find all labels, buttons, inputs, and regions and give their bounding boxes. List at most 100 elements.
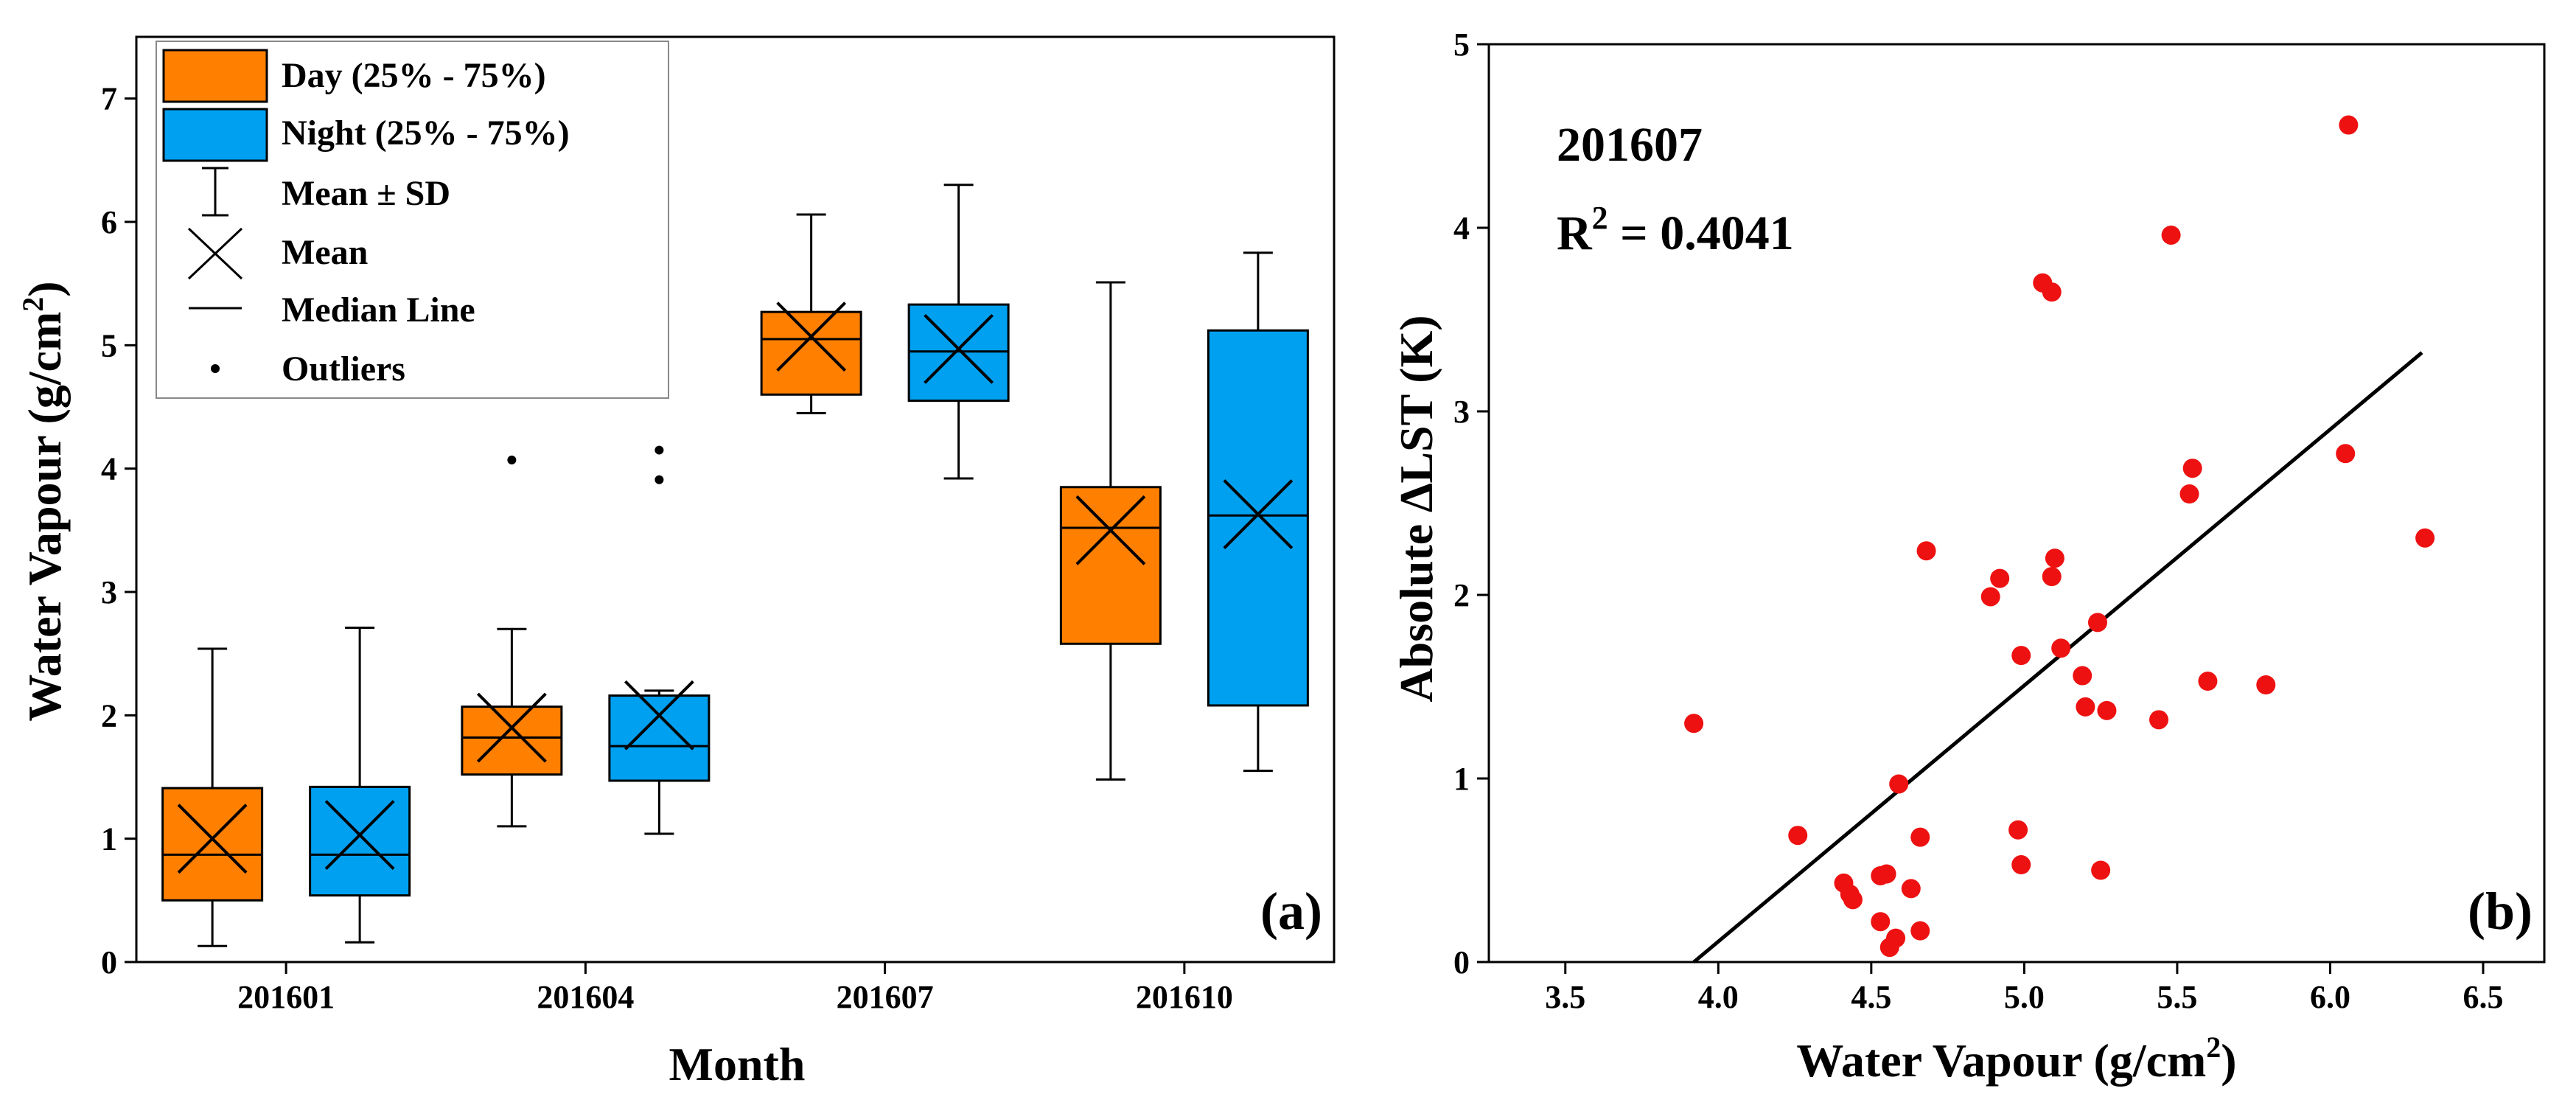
y-axis-title-a-sup: 2	[16, 297, 49, 312]
box-iqr	[1207, 329, 1309, 707]
y-tick-label-a: 5	[101, 327, 117, 363]
legend-day-label: Day (25% - 75%)	[282, 56, 546, 95]
box-iqr	[1059, 486, 1162, 645]
x-tick-label-b: 6.0	[2310, 979, 2350, 1015]
scatter-point	[2097, 700, 2117, 720]
legend-outliers-label: Outliers	[282, 349, 405, 389]
y-tick-label-b: 4	[1453, 210, 1470, 246]
annotation-r2: R2 = 0.4041	[1557, 200, 1794, 260]
box-iqr	[461, 705, 563, 776]
scatter-point	[2011, 855, 2031, 875]
box-night-201601	[309, 627, 411, 944]
scatter-point	[2182, 459, 2202, 478]
x-tick-label-a: 201601	[237, 979, 335, 1015]
y-axis-title-b: Absolute ∆LST (K)	[1390, 315, 1442, 702]
mean-marker	[324, 800, 395, 871]
scatter-point	[2076, 697, 2095, 717]
y-axis-b: 0 1 2 3 4 5	[1453, 27, 1489, 980]
scatter-point	[2051, 638, 2071, 658]
y-tick-label-a: 1	[101, 821, 117, 857]
scatter-point	[2256, 675, 2276, 695]
x-tick-label-a: 201604	[537, 979, 634, 1015]
legend-outlier-symbol	[211, 364, 220, 373]
scatter-point	[1901, 879, 1921, 899]
scatter-point	[2415, 528, 2435, 548]
box-iqr	[161, 787, 264, 902]
mean-marker	[177, 804, 248, 874]
mean-marker	[776, 302, 847, 372]
mean-marker	[1223, 479, 1294, 549]
y-tick-label-a: 0	[101, 944, 117, 980]
regression-line	[1692, 351, 2423, 964]
x-tick-label-b: 6.5	[2462, 979, 2503, 1015]
y-tick-label-a: 7	[101, 81, 117, 117]
scatter-point	[2011, 646, 2031, 666]
x-axis-title-b: Water Vapour (g/cm2)	[1796, 1031, 2236, 1087]
box-day-201604	[461, 455, 563, 828]
box-night-201610	[1207, 251, 1309, 773]
x-tick-label-b: 4.0	[1698, 979, 1739, 1015]
scatter-points	[1684, 115, 2435, 958]
x-axis-title-a: Month	[669, 1038, 806, 1090]
y-axis-title-a: Water Vapour (g/cm2)	[16, 281, 71, 721]
scatter-point	[2161, 225, 2181, 245]
legend-a: Day (25% - 75%) Night (25% - 75%) Mean ±…	[156, 41, 669, 399]
x-tick-label-b: 5.5	[2157, 979, 2197, 1015]
scatter-point	[2179, 484, 2199, 504]
scatter-point	[1886, 928, 1906, 948]
y-tick-label-b: 0	[1453, 944, 1470, 980]
scatter-point	[2042, 282, 2062, 302]
outlier-point	[655, 475, 664, 484]
y-tick-label-b: 5	[1453, 27, 1470, 63]
x-axis-title-b-close: )	[2221, 1034, 2236, 1087]
x-axis-b: 3.5 4.0 4.5 5.0 5.5 6.0 6.5	[1545, 962, 2503, 1015]
box-iqr	[907, 303, 1010, 403]
scatter-point	[1910, 921, 1930, 941]
x-tick-label-a: 201607	[837, 979, 934, 1015]
scatter-point	[1877, 864, 1896, 884]
outlier-point	[655, 445, 664, 455]
y-tick-label-b: 3	[1453, 394, 1470, 430]
box-iqr	[608, 694, 711, 782]
x-axis-title-b-sup: 2	[2206, 1031, 2221, 1064]
legend-mean-symbol	[187, 227, 243, 280]
y-tick-label-a: 2	[101, 697, 117, 734]
box-night-201607	[907, 184, 1010, 480]
y-tick-label-b: 1	[1453, 761, 1470, 797]
x-tick-label-b: 3.5	[1545, 979, 1585, 1015]
box-day-201601	[161, 647, 264, 947]
scatter-panel: 0 1 2 3 4 5 3.5 4.0 4.5 5.0 5.5 6.0 6.5 Absolute ∆L…	[1390, 27, 2546, 1087]
y-axis-a: 0 1 2 3 4 5 6 7	[101, 81, 136, 980]
x-axis-a: 201601 201604 201607 201610	[237, 962, 1233, 1015]
scatter-point	[2339, 115, 2359, 135]
box-day-201610	[1059, 281, 1162, 781]
y-axis-title-a-close: )	[18, 281, 71, 296]
box-iqr	[309, 785, 411, 897]
scatter-point	[2008, 820, 2028, 840]
plot-frame-a	[135, 35, 1336, 964]
scatter-point	[1843, 890, 1863, 910]
scatter-point	[1889, 774, 1909, 794]
scatter-point	[2073, 666, 2092, 686]
plot-frame-b	[1487, 43, 2546, 964]
legend-night-swatch	[162, 108, 268, 162]
box-night-201604	[608, 445, 711, 835]
scatter-point	[2091, 860, 2111, 880]
y-tick-label-a: 4	[101, 451, 117, 487]
annotation-r2-value: = 0.4041	[1608, 206, 1794, 260]
scatter-point	[2045, 548, 2064, 568]
legend-night-label: Night (25% - 75%)	[282, 114, 570, 153]
scatter-point	[1788, 826, 1808, 846]
scatter-point	[1910, 827, 1930, 847]
legend-mean-label: Mean	[282, 233, 368, 272]
scatter-point	[1980, 587, 2000, 607]
y-tick-label-a: 3	[101, 574, 117, 610]
scatter-point	[2198, 672, 2218, 691]
annotation-month: 201607	[1557, 118, 1703, 172]
x-tick-label-a: 201610	[1136, 979, 1233, 1015]
scatter-point	[2087, 613, 2107, 633]
scatter-point	[1916, 541, 1936, 561]
legend-median-label: Median Line	[282, 290, 475, 330]
y-tick-label-a: 6	[101, 204, 117, 240]
box-plot-series	[161, 184, 1309, 947]
